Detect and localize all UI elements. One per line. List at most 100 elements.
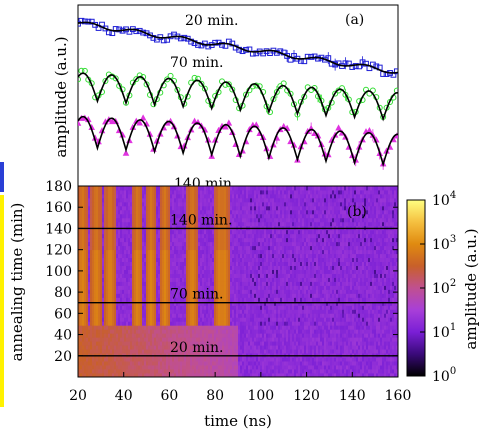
heatmap-cell xyxy=(356,369,359,374)
heatmap-cell xyxy=(356,357,359,362)
heatmap-cell xyxy=(208,373,211,377)
heatmap-cell xyxy=(268,361,271,366)
heatmap-cell xyxy=(88,317,91,322)
heatmap-cell xyxy=(324,273,327,278)
heatmap-cell xyxy=(380,341,383,346)
heatmap-cell xyxy=(272,373,275,377)
heatmap-cell xyxy=(164,293,167,298)
heatmap-cell xyxy=(364,341,367,346)
heatmap-cell xyxy=(280,365,283,370)
heatmap-cell xyxy=(154,297,157,302)
heatmap-cell xyxy=(158,273,161,278)
heatmap-cell xyxy=(198,369,201,374)
heatmap-cell xyxy=(144,365,147,370)
heatmap-cell xyxy=(158,301,161,306)
heatmap-cell xyxy=(134,289,137,294)
heatmap-cell xyxy=(282,365,285,370)
heatmap-cell xyxy=(100,301,103,306)
heatmap-cell xyxy=(350,345,353,350)
data-point xyxy=(198,80,205,87)
heatmap-cell xyxy=(362,349,365,354)
heatmap-cell xyxy=(246,321,249,326)
heatmap-cell xyxy=(312,301,315,306)
heatmap-cell xyxy=(358,317,361,322)
heatmap-cell xyxy=(106,345,109,350)
heatmap-cell xyxy=(330,365,333,370)
heatmap-cell xyxy=(362,305,365,310)
heatmap-cell xyxy=(160,333,163,338)
heatmap-cell xyxy=(152,301,155,306)
heatmap-cell xyxy=(380,317,383,322)
heatmap-cell xyxy=(150,277,153,282)
heatmap-cell xyxy=(128,329,131,334)
heatmap-cell xyxy=(88,297,91,302)
heatmap-cell xyxy=(226,273,229,278)
heatmap-cell xyxy=(92,281,95,286)
heatmap-cell xyxy=(382,293,385,298)
heatmap-cell xyxy=(162,337,165,342)
heatmap-cell xyxy=(222,329,225,334)
heatmap-cell xyxy=(120,301,123,306)
heatmap-cell xyxy=(126,277,129,282)
heatmap-cell xyxy=(166,361,169,366)
heatmap-cell xyxy=(150,365,153,370)
heatmap-cell xyxy=(218,369,221,374)
heatmap-cell xyxy=(82,281,85,286)
heatmap-cell xyxy=(226,261,229,266)
heatmap-cell xyxy=(188,345,191,350)
heatmap-cell xyxy=(144,333,147,338)
heatmap-cell xyxy=(132,317,135,322)
heatmap-cell xyxy=(162,305,165,310)
heatmap-cell xyxy=(348,309,351,314)
data-point xyxy=(102,25,109,32)
heatmap-cell xyxy=(202,297,205,302)
heatmap-cell xyxy=(386,345,389,350)
heatmap-cell xyxy=(102,297,105,302)
heatmap-cell xyxy=(326,285,329,290)
heatmap-cell xyxy=(116,341,119,346)
heatmap-cell xyxy=(112,269,115,274)
heatmap-cell xyxy=(180,297,183,302)
heatmap-cell xyxy=(282,373,285,377)
heatmap-cell xyxy=(382,285,385,290)
heatmap-cell xyxy=(228,361,231,366)
heatmap-cell xyxy=(176,365,179,370)
heatmap-cell xyxy=(382,313,385,318)
heatmap-cell xyxy=(234,349,237,354)
heatmap-cell xyxy=(310,321,313,326)
heatmap-cell xyxy=(374,341,377,346)
heatmap-cell xyxy=(214,365,217,370)
heatmap-cell xyxy=(336,289,339,294)
heatmap-cell xyxy=(160,289,163,294)
heatmap-cell xyxy=(384,265,387,270)
heatmap-cell xyxy=(306,285,309,290)
heatmap-cell xyxy=(340,365,343,370)
heatmap-cell xyxy=(148,285,151,290)
heatmap-cell xyxy=(380,273,383,278)
heatmap-cell xyxy=(106,269,109,274)
heatmap-cell xyxy=(204,285,207,290)
heatmap-cell xyxy=(112,365,115,370)
heatmap-cell xyxy=(366,301,369,306)
heatmap-cell xyxy=(180,333,183,338)
heatmap-cell xyxy=(184,325,187,330)
heatmap-cell xyxy=(230,265,233,270)
heatmap-cell xyxy=(92,277,95,282)
heatmap-cell xyxy=(294,285,297,290)
heatmap-cell xyxy=(152,321,155,326)
heatmap-cell xyxy=(146,281,149,286)
heatmap-cell xyxy=(282,285,285,290)
heatmap-cell xyxy=(228,261,231,266)
heatmap-cell xyxy=(126,345,129,350)
heatmap-cell xyxy=(226,333,229,338)
heatmap-cell xyxy=(370,293,373,298)
heatmap-cell xyxy=(96,297,99,302)
heatmap-cell xyxy=(130,321,133,326)
heatmap-cell xyxy=(208,305,211,310)
heatmap-cell xyxy=(256,337,259,342)
heatmap-cell xyxy=(250,341,253,346)
heatmap-cell xyxy=(248,325,251,330)
heatmap-cell xyxy=(256,345,259,350)
heatmap-cell xyxy=(164,329,167,334)
heatmap-cell xyxy=(374,357,377,362)
